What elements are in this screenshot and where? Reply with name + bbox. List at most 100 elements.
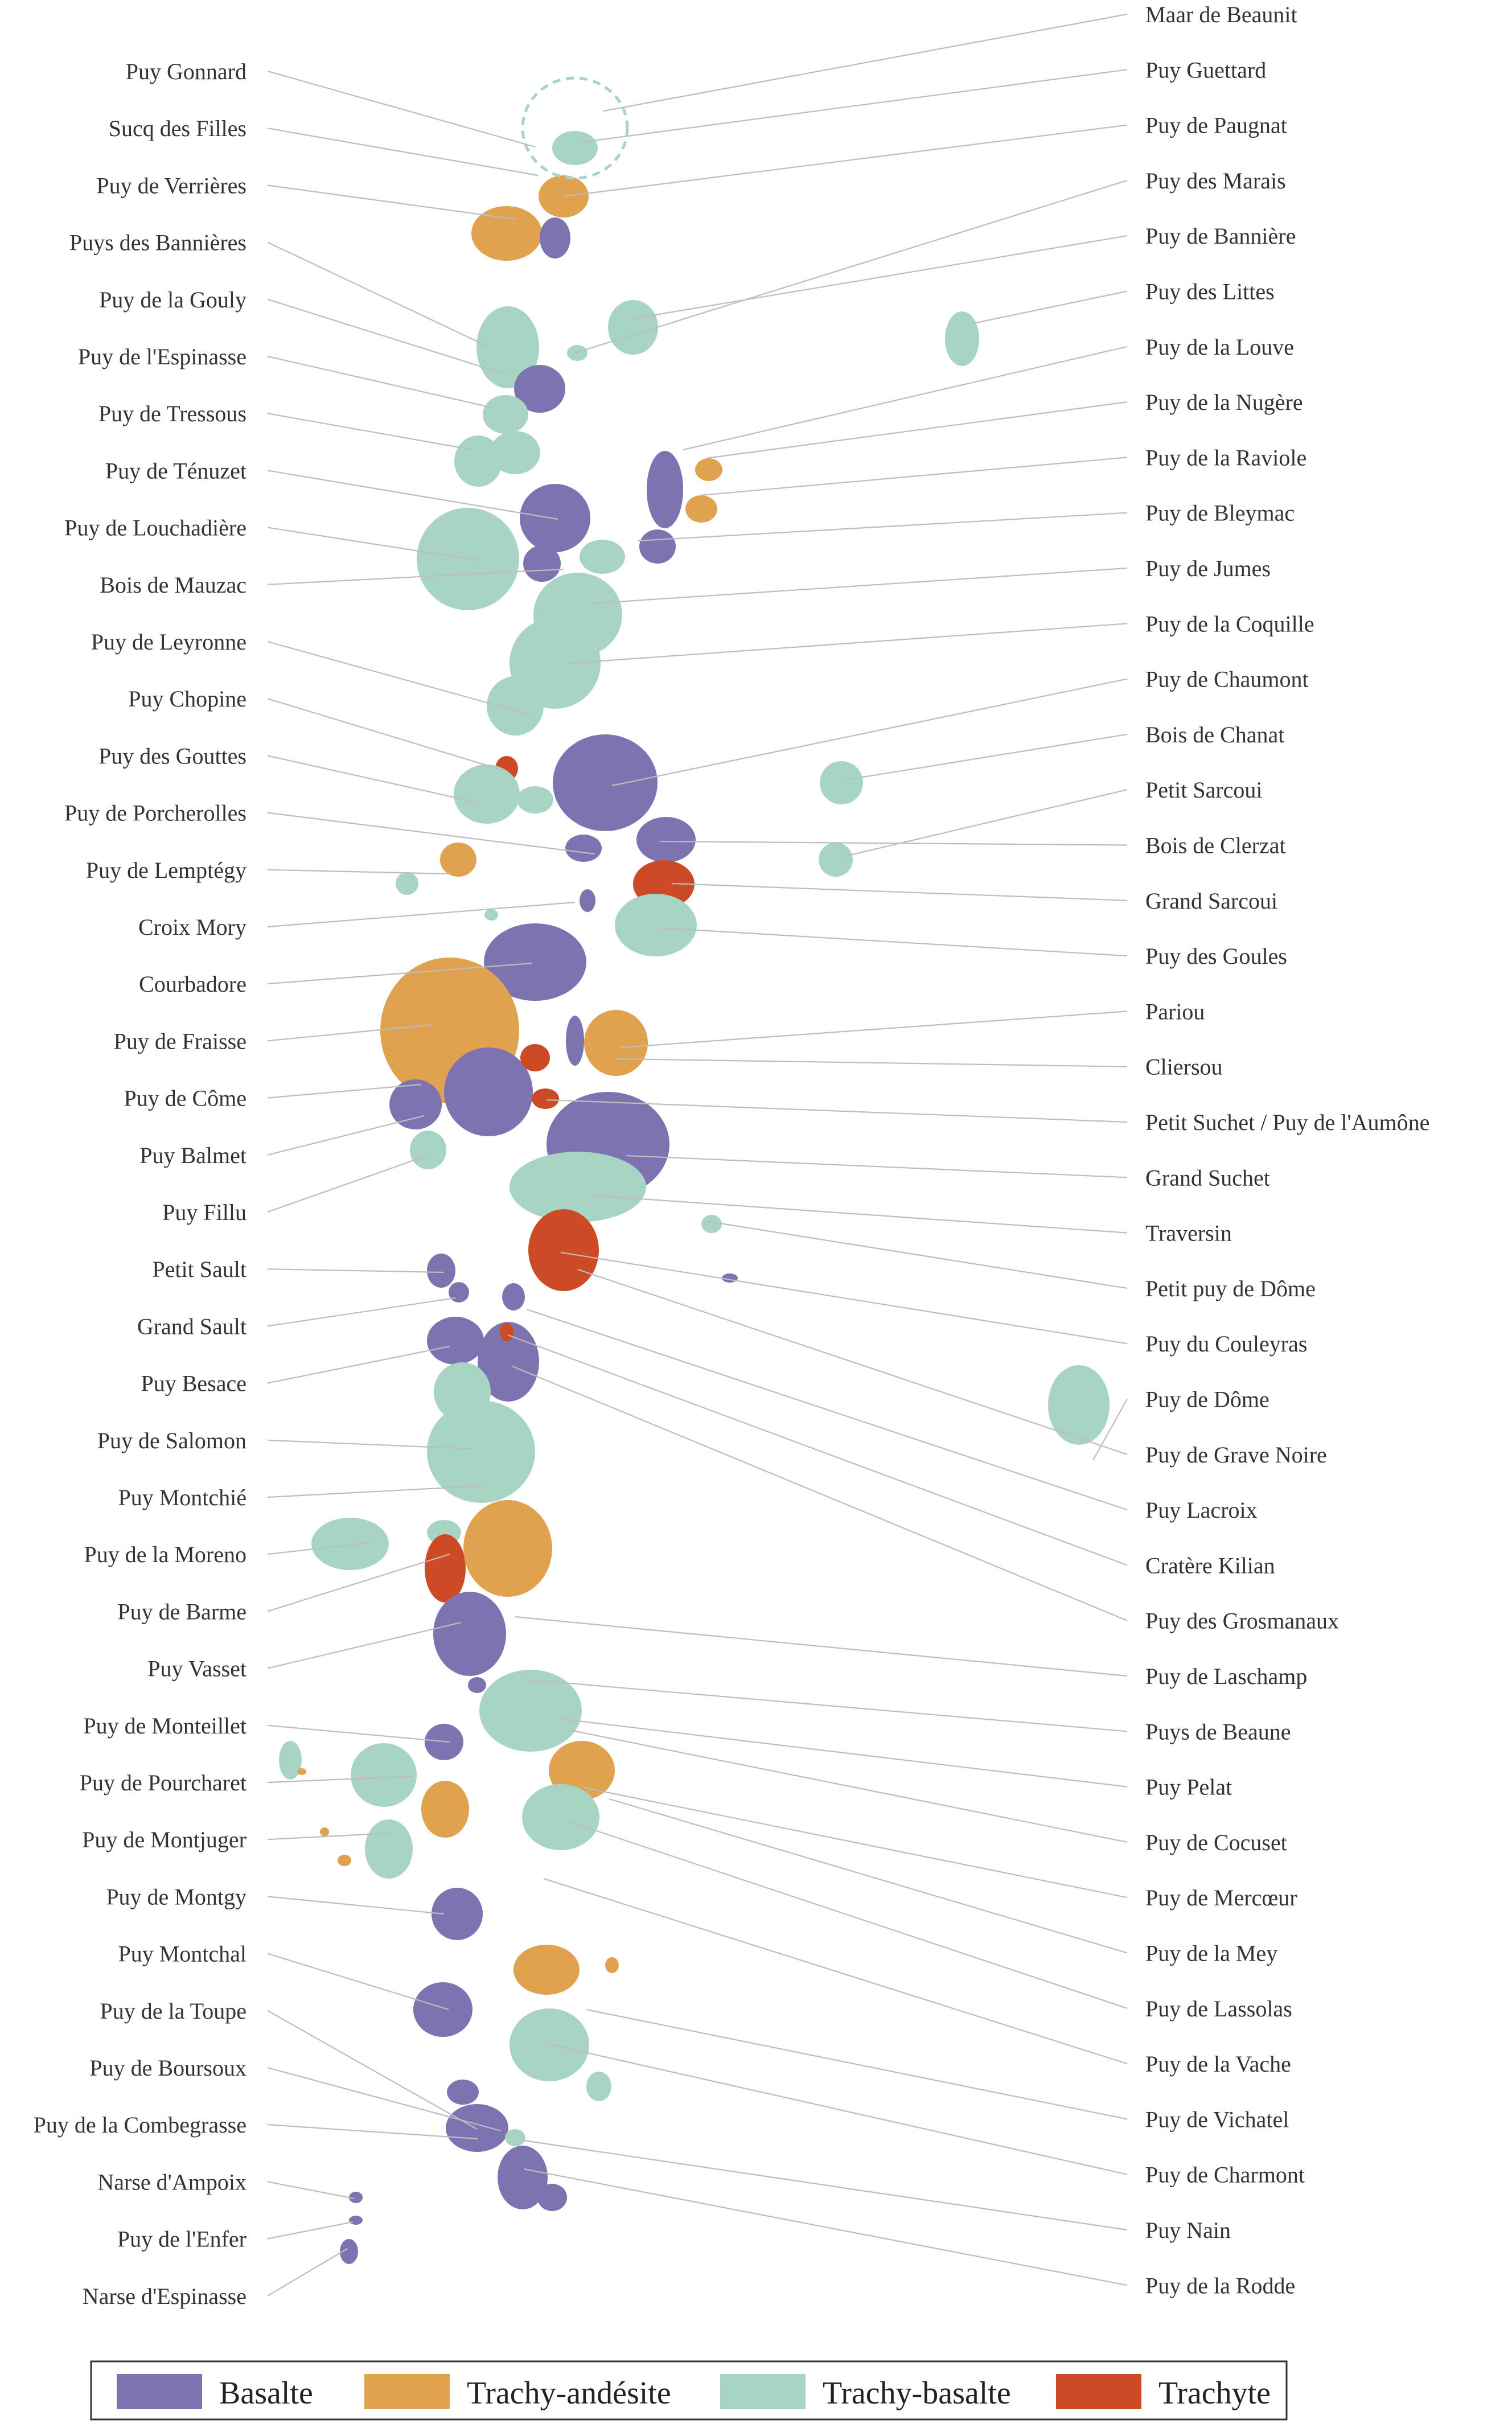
left-labels: Puy Gonnard Sucq des Filles Puy de Verrièr… [34,59,246,2309]
label-puy-de-merc-ur: Puy de Mercœur [1145,1885,1297,1911]
volcano-blob [447,2080,479,2105]
volcano-blob [320,1827,329,1837]
label-bois-de-chanat: Bois de Chanat [1145,722,1284,747]
volcano-blob [410,1131,446,1169]
label-puy-de-verrieres: Puy de Verrières [96,172,246,198]
leader-line [572,1729,1128,1843]
volcano-blob [338,1855,351,1866]
leader-line [267,527,482,562]
label-sucq-des-filles: Sucq des Filles [109,116,246,141]
volcano-blob [476,306,539,388]
leader-line [845,733,1128,781]
volcano-blob [695,458,722,481]
legend-label-trachy-andesite: Trachy-andésite [467,2376,671,2411]
label-puy-nain: Puy Nain [1145,2217,1231,2243]
leader-line [267,2248,348,2296]
leader-line [583,1786,1128,1899]
leader-line [603,13,1128,112]
volcano-blob [553,734,658,831]
volcano-blob [483,395,528,434]
leader-line [267,298,507,376]
leader-line [586,2008,1128,2120]
label-grand-sault: Grand Sault [137,1313,246,1339]
leader-line [620,1010,1128,1049]
volcano-blob [449,1282,469,1303]
leader-line [546,2043,1128,2175]
leader-line [580,69,1128,143]
leader-line [563,124,1128,198]
volcano-blob [454,765,520,824]
volcano-blob [349,2192,363,2203]
leader-line [626,1155,1128,1178]
leader-line [683,346,1128,451]
label-puy-balmet: Puy Balmet [139,1143,246,1168]
label-puy-pelat: Puy Pelat [1145,1774,1232,1800]
leader-line [705,401,1128,459]
volcano-blob [498,2146,548,2209]
label-cratere-kilian: Cratère Kilian [1145,1552,1275,1578]
label-puy-de-salomon: Puy de Salomon [97,1428,246,1453]
volcano-blob [537,2184,567,2211]
volcano-blob [605,1957,619,1973]
label-puy-de-lassolas: Puy de Lassolas [1145,1996,1292,2022]
volcano-blob [528,1209,599,1291]
label-narse-d-ampoix: Narse d'Ampoix [97,2169,246,2195]
leader-line [267,1542,371,1555]
volcano-blob [608,300,658,355]
label-puy-de-la-vache: Puy de la Vache [1145,2051,1291,2077]
leader-line [1092,1398,1128,1461]
volcano-blob [580,889,595,912]
volcano-blob [446,2104,508,2152]
volcano-blob [444,1047,533,1136]
leader-line [267,1439,473,1450]
leader-line [660,840,1128,846]
label-grand-suchet: Grand Suchet [1145,1165,1270,1190]
volcano-blob [433,1592,506,1676]
label-puy-lacroix: Puy Lacroix [1145,1497,1258,1523]
leader-line [267,901,576,928]
label-puy-des-marais: Puy des Marais [1145,168,1286,194]
leader-line [267,1268,445,1273]
label-puy-de-barme: Puy de Barme [117,1599,246,1624]
label-puy-de-la-louve: Puy de la Louve [1145,334,1294,360]
leader-line [267,1832,393,1840]
leader-line [267,1724,450,1743]
leader-line [267,568,564,585]
leader-line [591,567,1128,605]
leader-line [267,640,530,716]
label-petit-sault: Petit Sault [152,1256,246,1282]
volcano-blob [567,345,587,361]
label-bois-de-mauzac: Bois de Mauzac [100,572,246,598]
label-puy-de-dome: Puy de Dôme [1145,1387,1269,1412]
leader-line [700,457,1128,496]
volcano-blob [1048,1365,1110,1445]
volcano-blob [340,2239,358,2264]
legend-label-trachy-basalte: Trachy-basalte [823,2376,1011,2411]
label-petit-puy-de-dome: Petit puy de Dôme [1145,1276,1316,1301]
leader-lines [267,13,1128,2296]
leader-line [569,1821,1128,2009]
leader-line [705,1220,1128,1289]
volcano-blob [471,206,542,261]
volcano-blob [463,1500,552,1597]
leader-line [267,1297,456,1327]
label-puy-vasset: Puy Vasset [147,1656,246,1682]
leader-line [671,882,1128,901]
label-maar-de-beaunit: Maar de Beaunit [1145,2,1297,27]
leader-line [611,678,1128,787]
label-puy-de-louchadiere: Puy de Louchadière [64,515,246,541]
leader-line [267,812,595,855]
leader-line [267,1953,449,2011]
leader-line [267,184,516,220]
leader-line [267,698,507,773]
leader-line [267,1553,450,1612]
leader-line [267,413,473,451]
label-puy-de-tressous: Puy de Tressous [98,401,246,426]
label-puy-de-boursoux: Puy de Boursoux [89,2055,246,2081]
leader-line [267,2221,354,2240]
volcano-blob [427,1400,535,1503]
leader-line [267,1345,450,1384]
label-puy-guettard: Puy Guettard [1145,57,1266,83]
label-puy-de-porcherolles: Puy de Porcherolles [64,800,246,826]
volcano-blob [540,217,570,258]
